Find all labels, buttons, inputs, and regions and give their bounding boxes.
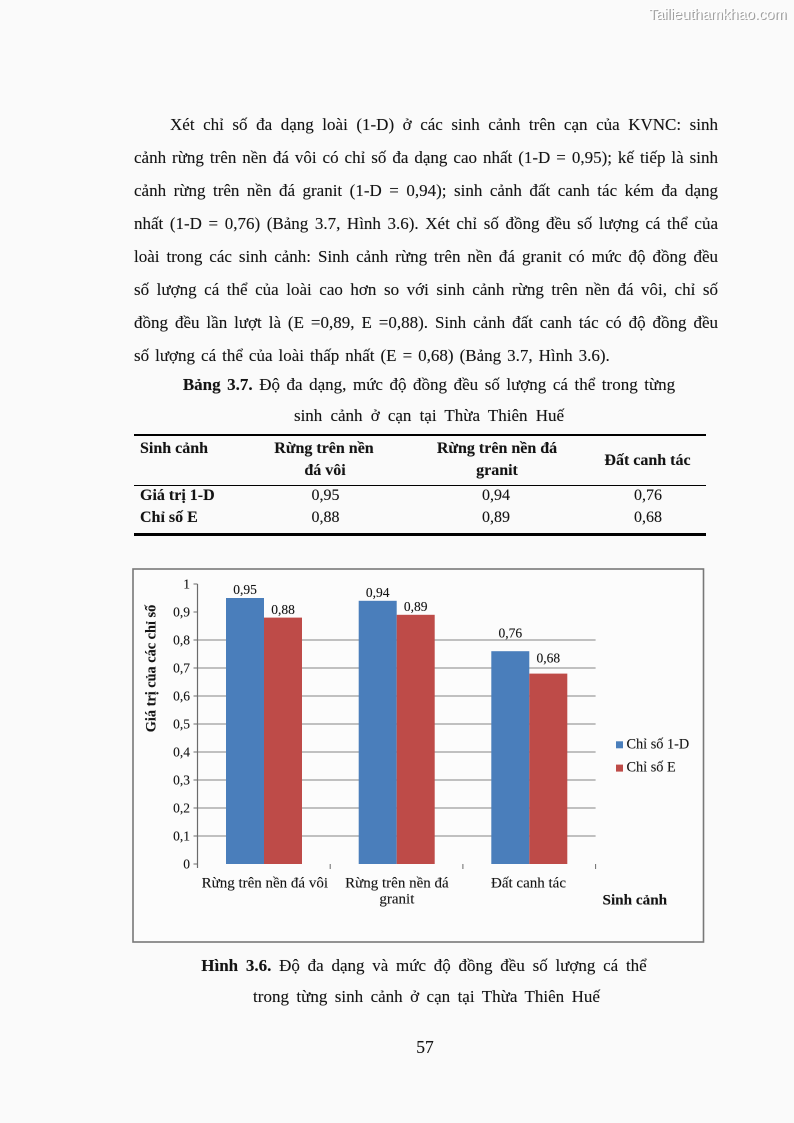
svg-text:0,95: 0,95 <box>233 582 257 597</box>
svg-text:0,2: 0,2 <box>173 801 190 816</box>
svg-text:0,9: 0,9 <box>173 605 190 620</box>
svg-text:1: 1 <box>183 577 190 592</box>
svg-text:Chỉ số 1-D: Chỉ số 1-D <box>627 737 690 753</box>
svg-text:Rừng trên nền đá vôi: Rừng trên nền đá vôi <box>202 876 328 892</box>
svg-text:Giá trị của các chỉ số: Giá trị của các chỉ số <box>144 604 160 732</box>
svg-text:0,94: 0,94 <box>366 585 390 600</box>
svg-text:0,88: 0,88 <box>271 602 295 617</box>
svg-text:0,89: 0,89 <box>404 599 428 614</box>
svg-text:granit: granit <box>379 892 415 908</box>
svg-text:Sinh cảnh: Sinh cảnh <box>603 891 668 908</box>
svg-text:0,1: 0,1 <box>173 829 190 844</box>
svg-text:0,68: 0,68 <box>536 651 560 666</box>
svg-text:Rừng trên nền đá: Rừng trên nền đá <box>345 876 449 892</box>
svg-text:Chỉ số E: Chỉ số E <box>627 760 677 776</box>
svg-text:0,6: 0,6 <box>173 689 190 704</box>
svg-text:0,3: 0,3 <box>173 773 190 788</box>
svg-text:0,7: 0,7 <box>173 661 190 676</box>
svg-text:0,76: 0,76 <box>498 626 522 641</box>
svg-text:0,8: 0,8 <box>173 633 190 648</box>
svg-text:0,5: 0,5 <box>173 717 190 732</box>
svg-text:0: 0 <box>183 857 190 872</box>
svg-text:Đất canh tác: Đất canh tác <box>491 876 566 892</box>
svg-text:0,4: 0,4 <box>173 745 190 760</box>
